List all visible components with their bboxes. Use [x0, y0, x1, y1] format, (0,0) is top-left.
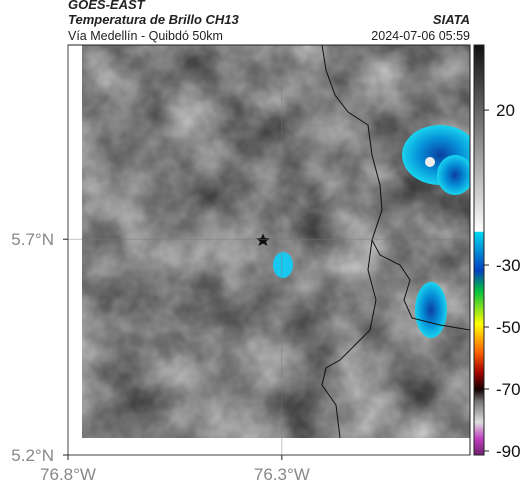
colorbar-tick-label: -30 [496, 256, 521, 275]
x-tick-label: 76.3°W [254, 465, 310, 484]
location-marker [256, 233, 270, 246]
colorbar-tick-label: -50 [496, 318, 521, 337]
colorbar-tick-label: 20 [496, 101, 515, 120]
source: SIATA [433, 12, 470, 27]
x-tick-label: 76.8°W [40, 465, 96, 484]
y-tick-label: 5.2°N [11, 446, 54, 465]
location: Vía Medellín - Quibdó 50km [68, 29, 223, 43]
datetime: 2024-07-06 05:59 [371, 29, 470, 43]
colorbar-tick-label: -70 [496, 380, 521, 399]
y-tick-label: 5.7°N [11, 230, 54, 249]
colorbar-tick-label: -90 [496, 442, 521, 461]
colorbar [473, 44, 485, 456]
title: GOES-EAST [68, 0, 146, 12]
satellite-image [82, 45, 470, 438]
subtitle: Temperatura de Brillo CH13 [68, 12, 240, 27]
